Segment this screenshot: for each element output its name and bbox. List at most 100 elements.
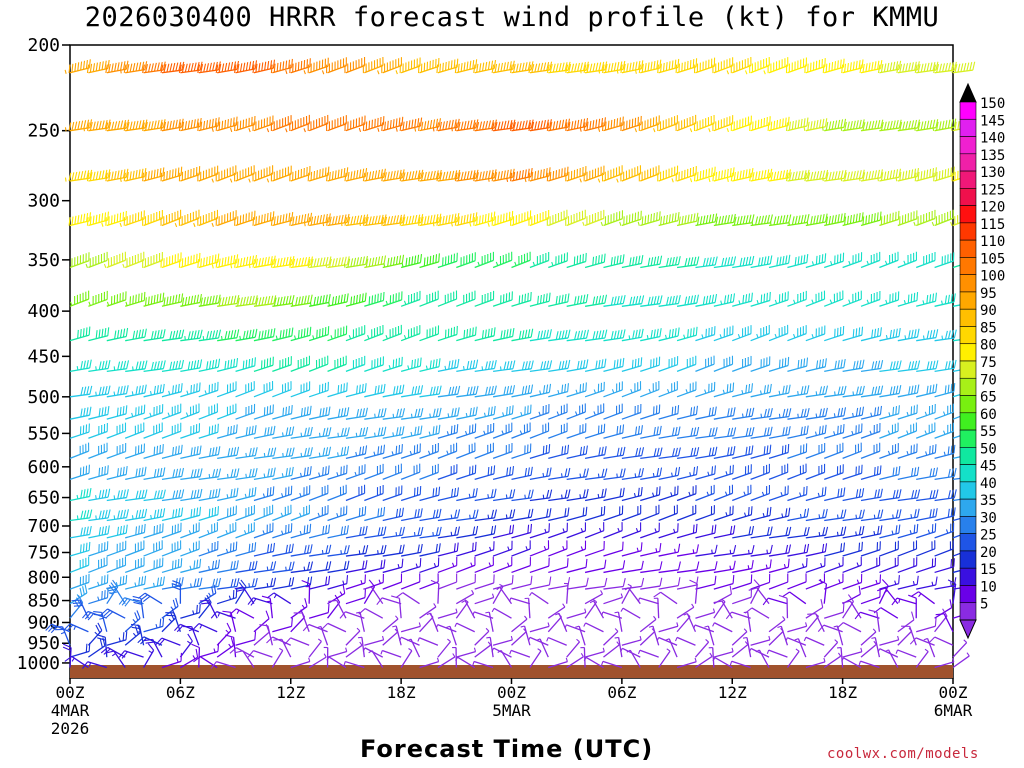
barb-feather xyxy=(408,256,411,266)
barb-feather xyxy=(721,170,723,179)
barb-shaft xyxy=(566,337,587,342)
y-tick-label: 300 xyxy=(27,191,60,212)
barb-feather xyxy=(295,297,298,306)
barb-feather xyxy=(74,171,78,181)
barb-feather xyxy=(917,61,920,70)
barb-feather xyxy=(895,385,899,395)
barb-feather xyxy=(711,213,715,223)
barb-feather xyxy=(420,121,424,131)
barb-feather xyxy=(80,170,84,180)
wind-barb xyxy=(529,251,550,269)
wind-barb xyxy=(419,290,439,307)
barb-feather xyxy=(763,385,767,394)
barb-shaft xyxy=(658,66,679,74)
barb-feather xyxy=(98,170,102,180)
barb-feather xyxy=(659,255,663,265)
wind-barb xyxy=(658,256,681,269)
wind-barb xyxy=(713,256,737,269)
barb-feather xyxy=(362,256,366,265)
barb-half-feather xyxy=(774,333,778,338)
wind-barb xyxy=(689,114,715,133)
barb-feather xyxy=(270,295,274,305)
barb-feather xyxy=(506,61,509,71)
barb-feather xyxy=(469,213,472,223)
barb-shaft xyxy=(732,263,753,269)
wind-barb xyxy=(248,165,274,183)
barb-feather xyxy=(150,170,153,180)
barb-feather xyxy=(89,169,93,179)
barb-feather xyxy=(316,215,320,225)
wind-barb xyxy=(161,329,185,342)
barb-feather xyxy=(721,215,725,225)
wind-barb xyxy=(359,214,387,227)
barb-feather xyxy=(178,64,182,74)
barb-feather xyxy=(855,386,859,396)
wind-barb xyxy=(344,57,366,74)
barb-shaft xyxy=(125,127,146,132)
barb-feather xyxy=(150,361,154,371)
barb-feather xyxy=(917,171,920,181)
barb-feather xyxy=(895,61,899,70)
barb-feather xyxy=(650,213,653,223)
barb-half-feather xyxy=(941,335,944,340)
barb-shaft xyxy=(400,261,421,269)
barb-feather xyxy=(334,257,338,267)
barb-feather xyxy=(387,216,391,225)
barb-feather xyxy=(816,171,820,180)
barb-feather xyxy=(175,360,179,370)
barb-feather xyxy=(218,121,221,131)
barb-feather xyxy=(932,384,935,394)
barb-feather xyxy=(255,258,259,268)
wind-barb xyxy=(327,382,348,398)
barb-half-feather xyxy=(895,177,898,182)
barb-feather xyxy=(935,360,939,369)
barb-feather xyxy=(83,170,87,180)
barb-shaft xyxy=(897,259,917,269)
barb-feather xyxy=(656,256,660,265)
barb-half-feather xyxy=(648,388,652,394)
barb-feather xyxy=(889,170,893,179)
barb-feather xyxy=(806,214,810,223)
barb-feather xyxy=(858,386,862,395)
wind-barb xyxy=(787,357,809,373)
barb-feather xyxy=(561,360,565,370)
barb-feather xyxy=(196,359,200,369)
barb-shaft xyxy=(676,173,697,182)
barb-feather xyxy=(321,168,324,177)
barb-feather xyxy=(101,386,105,395)
barb-feather xyxy=(159,168,162,177)
barb-feather xyxy=(395,255,399,265)
barb-feather xyxy=(681,215,684,225)
barb-feather xyxy=(678,216,681,226)
barb-half-feather xyxy=(245,473,247,478)
wind-barb xyxy=(824,325,845,342)
barb-half-feather xyxy=(579,473,582,478)
wind-barb xyxy=(364,324,384,342)
barb-half-feather xyxy=(756,333,759,339)
barb-feather xyxy=(71,216,74,226)
barb-feather xyxy=(828,215,832,225)
barb-feather xyxy=(690,257,694,266)
barb-shaft xyxy=(253,67,274,74)
barb-shaft xyxy=(217,262,237,269)
barb-feather xyxy=(153,169,156,179)
barb-feather xyxy=(558,120,562,129)
wind-barb xyxy=(492,385,516,398)
barb-feather xyxy=(377,256,381,266)
barb-feather xyxy=(647,214,650,224)
barb-shaft xyxy=(511,69,532,74)
barb-feather xyxy=(101,466,104,476)
barb-feather xyxy=(711,294,715,304)
barb-feather xyxy=(766,214,770,224)
barb-shaft xyxy=(732,64,752,74)
barb-half-feather xyxy=(359,221,361,227)
barb-feather xyxy=(944,295,948,304)
barb-feather xyxy=(914,360,918,370)
wind-barb xyxy=(193,209,219,228)
y-tick-label: 550 xyxy=(27,423,60,444)
barb-feather xyxy=(393,170,396,180)
barb-feather xyxy=(476,172,479,181)
barb-feather xyxy=(392,386,396,395)
barb-feather xyxy=(160,64,164,74)
barb-feather xyxy=(861,212,864,221)
